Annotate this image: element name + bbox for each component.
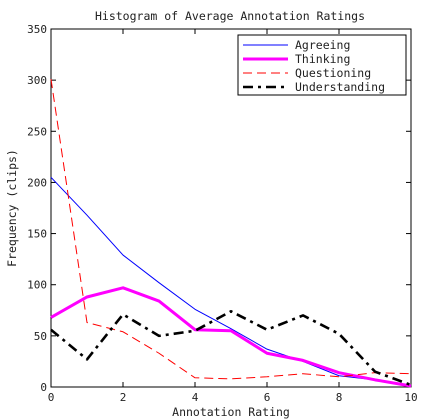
y-tick-label: 250 [27, 125, 47, 138]
y-axis-label: Frequency (clips) [5, 149, 19, 267]
y-tick-label: 0 [40, 381, 47, 394]
x-tick-label: 10 [404, 391, 417, 404]
x-tick-label: 8 [336, 391, 343, 404]
y-tick-label: 50 [34, 330, 47, 343]
legend-label-thinking: Thinking [295, 52, 350, 66]
series-layer [50, 79, 412, 388]
series-line-agreeing [50, 176, 412, 387]
x-tick-label: 2 [120, 391, 127, 404]
legend-label-questioning: Questioning [295, 66, 371, 80]
y-tick-label: 200 [27, 176, 47, 189]
y-tick-label: 100 [27, 279, 47, 292]
series-line-understanding [50, 310, 412, 387]
x-tick-label: 0 [48, 391, 55, 404]
y-tick-label: 300 [27, 74, 47, 87]
chart-title: Histogram of Average Annotation Ratings [95, 9, 365, 23]
x-tick-label: 6 [264, 391, 271, 404]
legend-label-understanding: Understanding [295, 80, 385, 94]
x-axis-label: Annotation Rating [172, 405, 290, 419]
y-tick-label: 150 [27, 228, 47, 241]
x-tick-label: 4 [192, 391, 199, 404]
legend-label-agreeing: Agreeing [295, 38, 350, 52]
y-tick-label: 350 [27, 23, 47, 36]
